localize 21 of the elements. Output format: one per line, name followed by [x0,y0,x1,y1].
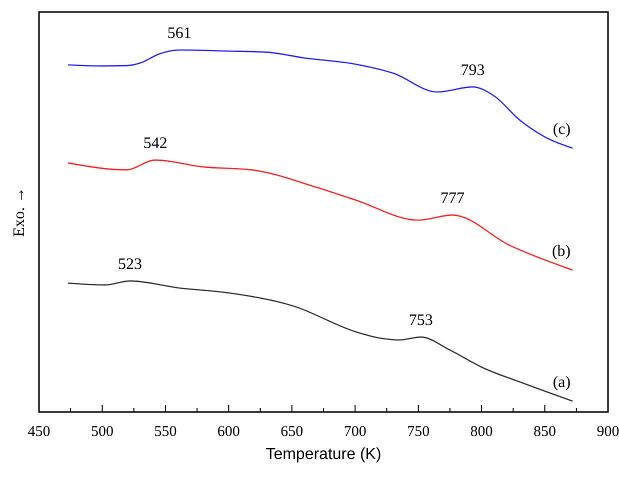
annotation: 753 [408,312,433,330]
y-axis-title: Exo. → [11,187,28,237]
x-tick-label: 500 [90,424,114,440]
x-tick-label: 700 [344,424,366,440]
annotation: 523 [118,256,142,273]
series-label: (a) [552,374,571,392]
annotation: 793 [460,62,485,79]
series-label: (b) [552,243,571,260]
x-tick-label: 900 [596,424,619,440]
annotation: 777 [440,190,464,208]
x-tick-label: 750 [407,424,430,440]
x-tick-label: 650 [280,424,304,440]
x-tick-label: 450 [28,424,50,440]
series-label: (c) [552,121,571,138]
x-tick-label: 800 [470,424,493,440]
x-axis-title: Temperature (K) [266,446,382,463]
annotation: 561 [167,25,192,42]
x-tick-label: 600 [217,424,240,440]
x-tick-label: 850 [534,424,556,440]
annotation: 542 [143,135,168,152]
x-tick-label: 550 [154,424,177,440]
